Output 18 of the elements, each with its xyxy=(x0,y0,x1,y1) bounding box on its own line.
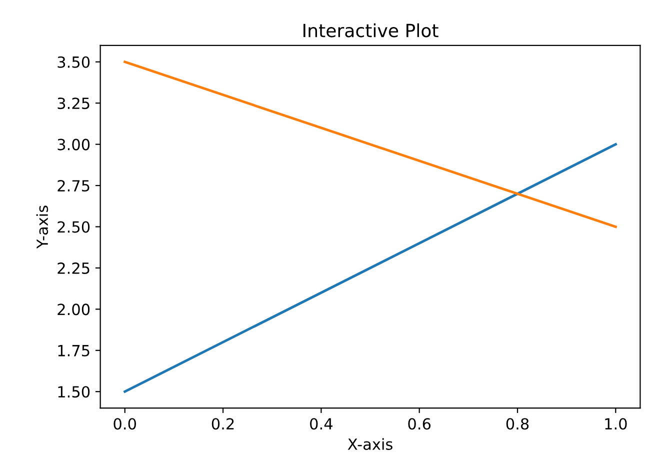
x-tick-label: 0.4 xyxy=(310,418,332,430)
y-tick-label: 2.00 xyxy=(58,304,90,316)
y-tick-label: 3.50 xyxy=(58,56,90,68)
x-tick-label: 1.0 xyxy=(605,418,627,430)
y-axis-title: Y-axis xyxy=(36,206,48,249)
y-tick-label: 3.25 xyxy=(58,98,90,110)
y-tick-label: 1.75 xyxy=(58,345,90,356)
y-tick-label: 2.50 xyxy=(58,221,90,233)
y-tick-label: 1.50 xyxy=(58,386,90,398)
x-axis-title: X-axis xyxy=(348,438,392,450)
x-tick-label: 0.2 xyxy=(212,418,234,430)
y-tick-label: 2.25 xyxy=(58,262,90,274)
y-tick-label: 3.00 xyxy=(58,138,90,150)
y-tick-label: 2.75 xyxy=(58,180,90,192)
x-tick-label: 0.0 xyxy=(114,418,136,430)
x-tick-label: 0.8 xyxy=(506,418,529,430)
chart-title: Interactive Plot xyxy=(304,23,438,38)
x-tick-label: 0.6 xyxy=(408,418,431,430)
